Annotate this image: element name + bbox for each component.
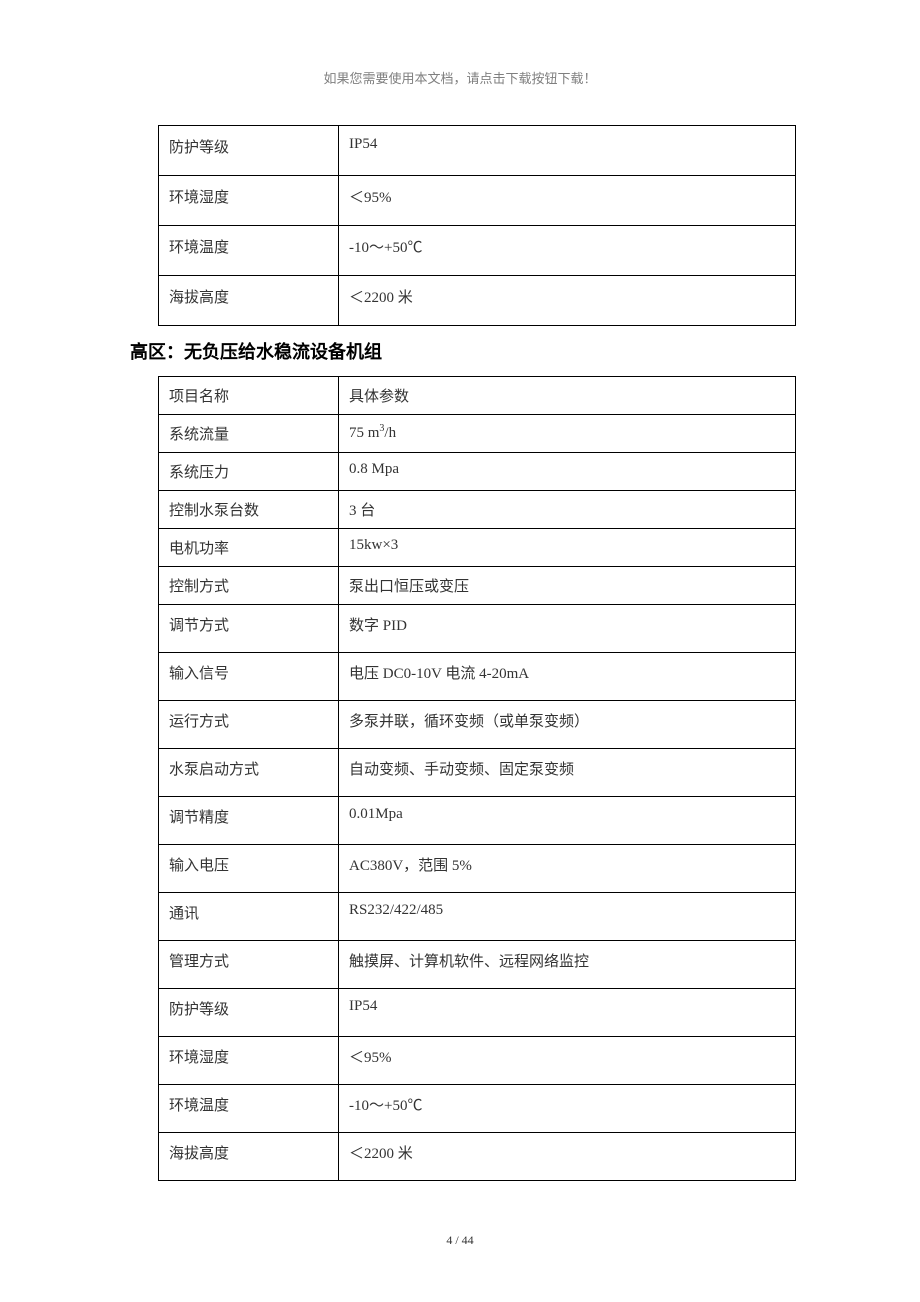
table-row: 输入电压AC380V，范围 5% <box>159 845 796 893</box>
spec-value: 触摸屏、计算机软件、远程网络监控 <box>339 941 796 989</box>
spec-value: 自动变频、手动变频、固定泵变频 <box>339 749 796 797</box>
spec-value: ＜95% <box>339 176 796 226</box>
spec-value: 电压 DC0-10V 电流 4-20mA <box>339 653 796 701</box>
equipment-spec-table: 项目名称具体参数系统流量75 m3/h系统压力0.8 Mpa控制水泵台数3 台电… <box>158 376 796 1181</box>
spec-value: 泵出口恒压或变压 <box>339 567 796 605</box>
table-row: 防护等级IP54 <box>159 126 796 176</box>
table-row: 环境湿度＜95% <box>159 176 796 226</box>
spec-value: 15kw×3 <box>339 529 796 567</box>
table-row: 环境温度-10～+50℃ <box>159 226 796 276</box>
table-row: 海拔高度＜2200 米 <box>159 276 796 326</box>
spec-value: 多泵并联，循环变频（或单泵变频） <box>339 701 796 749</box>
spec-value: ＜95% <box>339 1037 796 1085</box>
page-number: 4 / 44 <box>0 1233 920 1248</box>
spec-value: IP54 <box>339 126 796 176</box>
spec-label: 环境湿度 <box>159 1037 339 1085</box>
spec-value: 具体参数 <box>339 377 796 415</box>
table-row: 系统流量75 m3/h <box>159 415 796 453</box>
env-spec-table-upper: 防护等级IP54环境湿度＜95%环境温度-10～+50℃海拔高度＜2200 米 <box>158 125 796 326</box>
spec-value: 数字 PID <box>339 605 796 653</box>
spec-label: 电机功率 <box>159 529 339 567</box>
table-row: 电机功率15kw×3 <box>159 529 796 567</box>
table-row: 项目名称具体参数 <box>159 377 796 415</box>
table-row: 输入信号电压 DC0-10V 电流 4-20mA <box>159 653 796 701</box>
spec-value: AC380V，范围 5% <box>339 845 796 893</box>
table-row: 环境温度-10～+50℃ <box>159 1085 796 1133</box>
spec-label: 通讯 <box>159 893 339 941</box>
spec-value: ＜2200 米 <box>339 1133 796 1181</box>
spec-label: 调节方式 <box>159 605 339 653</box>
spec-label: 输入信号 <box>159 653 339 701</box>
spec-label: 环境温度 <box>159 226 339 276</box>
header-download-note: 如果您需要使用本文档，请点击下载按钮下载！ <box>0 0 920 125</box>
spec-value: 0.8 Mpa <box>339 453 796 491</box>
spec-label: 水泵启动方式 <box>159 749 339 797</box>
spec-value: IP54 <box>339 989 796 1037</box>
table-row: 运行方式多泵并联，循环变频（或单泵变频） <box>159 701 796 749</box>
page-content: 防护等级IP54环境湿度＜95%环境温度-10～+50℃海拔高度＜2200 米 … <box>0 125 920 1181</box>
table-row: 控制水泵台数3 台 <box>159 491 796 529</box>
spec-label: 输入电压 <box>159 845 339 893</box>
table-row: 海拔高度＜2200 米 <box>159 1133 796 1181</box>
table-row: 通讯RS232/422/485 <box>159 893 796 941</box>
spec-value: -10～+50℃ <box>339 226 796 276</box>
spec-label: 管理方式 <box>159 941 339 989</box>
spec-value: ＜2200 米 <box>339 276 796 326</box>
section-title: 高区：无负压给水稳流设备机组 <box>130 338 796 364</box>
spec-label: 防护等级 <box>159 126 339 176</box>
spec-label: 控制水泵台数 <box>159 491 339 529</box>
spec-label: 系统流量 <box>159 415 339 453</box>
table-row: 管理方式触摸屏、计算机软件、远程网络监控 <box>159 941 796 989</box>
table-row: 调节方式数字 PID <box>159 605 796 653</box>
spec-label: 控制方式 <box>159 567 339 605</box>
table-row: 水泵启动方式自动变频、手动变频、固定泵变频 <box>159 749 796 797</box>
spec-value: RS232/422/485 <box>339 893 796 941</box>
table-row: 控制方式泵出口恒压或变压 <box>159 567 796 605</box>
spec-label: 项目名称 <box>159 377 339 415</box>
table-row: 系统压力0.8 Mpa <box>159 453 796 491</box>
spec-label: 海拔高度 <box>159 1133 339 1181</box>
spec-value: 3 台 <box>339 491 796 529</box>
spec-value: -10～+50℃ <box>339 1085 796 1133</box>
spec-label: 调节精度 <box>159 797 339 845</box>
spec-label: 防护等级 <box>159 989 339 1037</box>
table-row: 环境湿度＜95% <box>159 1037 796 1085</box>
spec-label: 系统压力 <box>159 453 339 491</box>
table-row: 防护等级IP54 <box>159 989 796 1037</box>
spec-label: 海拔高度 <box>159 276 339 326</box>
spec-value: 0.01Mpa <box>339 797 796 845</box>
spec-value: 75 m3/h <box>339 415 796 453</box>
spec-label: 环境湿度 <box>159 176 339 226</box>
spec-label: 运行方式 <box>159 701 339 749</box>
spec-label: 环境温度 <box>159 1085 339 1133</box>
table-row: 调节精度0.01Mpa <box>159 797 796 845</box>
